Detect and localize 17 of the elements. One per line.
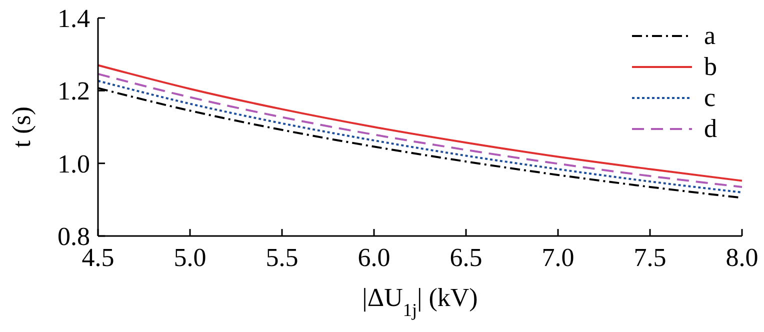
legend-label: d bbox=[704, 114, 717, 143]
y-tick-label: 1.4 bbox=[58, 4, 90, 33]
x-tick-label: 7.5 bbox=[634, 243, 666, 272]
x-tick-label: 6.0 bbox=[358, 243, 390, 272]
y-tick-label: 1.0 bbox=[58, 149, 90, 178]
x-tick-label: 5.5 bbox=[266, 243, 298, 272]
x-tick-label: 5.0 bbox=[174, 243, 206, 272]
x-tick-label: 7.0 bbox=[542, 243, 574, 272]
y-axis-title: t (s) bbox=[7, 106, 36, 148]
legend-label: a bbox=[704, 21, 716, 50]
legend-label: b bbox=[704, 52, 717, 81]
y-tick-label: 0.8 bbox=[58, 222, 90, 251]
x-axis-title: |ΔU$_{1j}$| (kV) bbox=[362, 283, 478, 320]
x-tick-label: 8.0 bbox=[726, 243, 758, 272]
x-tick-label: 6.5 bbox=[450, 243, 482, 272]
y-tick-label: 1.2 bbox=[58, 76, 90, 106]
legend-label: c bbox=[704, 83, 716, 112]
